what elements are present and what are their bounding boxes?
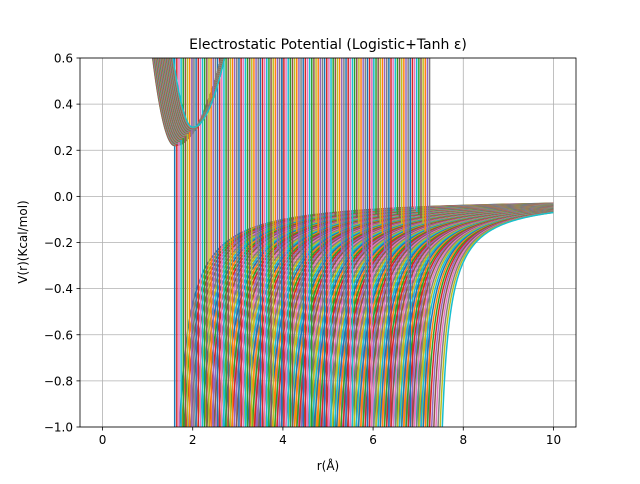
series-line: [441, 211, 554, 427]
y-tick-label: −0.6: [44, 328, 73, 342]
y-tick-label: 0.2: [54, 144, 73, 158]
series-line: [172, 58, 226, 128]
y-tick-label: 0.4: [54, 98, 73, 112]
y-tick-label: −0.8: [44, 374, 73, 388]
y-axis-label: V(r)(Kcal/mol): [16, 200, 30, 283]
x-axis-label: r(Å): [317, 458, 340, 473]
x-tick-label: 10: [546, 433, 561, 447]
x-tick-label: 4: [279, 433, 287, 447]
y-tick-label: 0.6: [54, 52, 73, 66]
y-tick-label: −0.4: [44, 282, 73, 296]
x-tick-label: 2: [189, 433, 197, 447]
y-axis: −1.0 −0.8 −0.6 −0.4 −0.2 0.0 0.2 0.4 0.6: [44, 52, 80, 435]
x-tick-label: 8: [459, 433, 467, 447]
y-tick-label: −0.2: [44, 236, 73, 250]
chart-title: Electrostatic Potential (Logistic+Tanh ε…: [189, 37, 467, 53]
x-axis: 0 2 4 6 8 10: [99, 427, 561, 447]
y-tick-label: −1.0: [44, 421, 73, 435]
x-tick-label: 6: [369, 433, 377, 447]
curves-layer: [151, 58, 554, 427]
y-tick-label: 0.0: [54, 190, 73, 204]
x-tick-label: 0: [99, 433, 107, 447]
